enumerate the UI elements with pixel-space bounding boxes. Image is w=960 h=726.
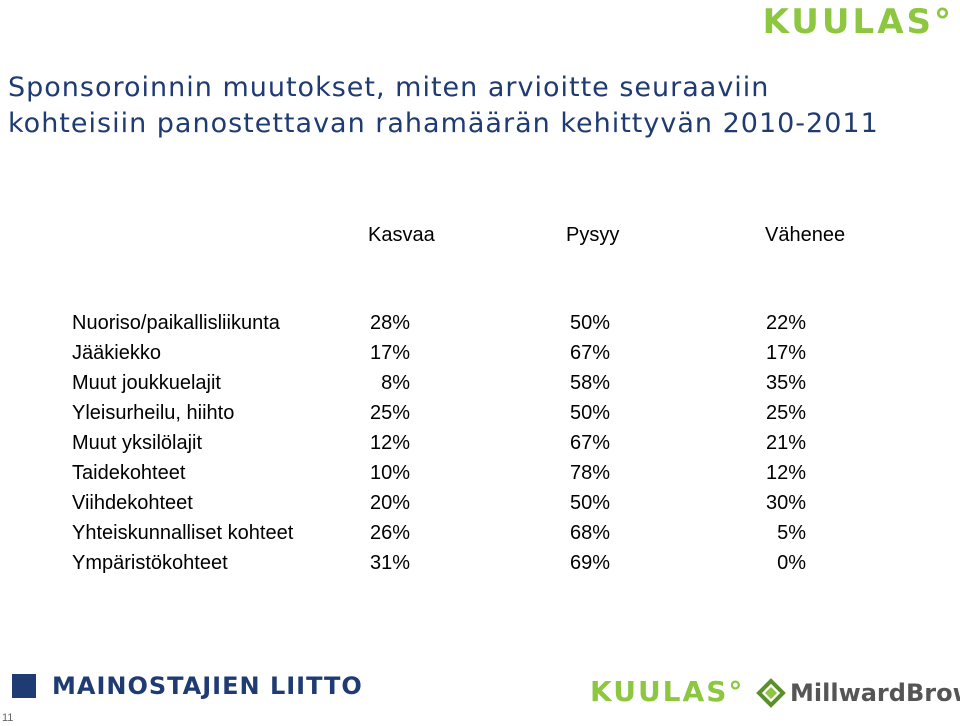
- table-row: Taidekohteet 10% 78% 12%: [70, 462, 870, 492]
- title-line-1: Sponsoroinnin muutokset, miten arvioitte…: [8, 72, 770, 103]
- value-vahenee: 12%: [765, 462, 806, 484]
- row-label: Muut joukkuelajit: [72, 372, 221, 394]
- value-kasvaa: 8%: [381, 372, 410, 394]
- kuulas-logo-top: KUULAS°: [762, 2, 954, 42]
- row-label: Ympäristökohteet: [72, 552, 228, 574]
- table-row: Yhteiskunnalliset kohteet 26% 68% 5%: [70, 522, 870, 552]
- value-kasvaa: 17%: [369, 342, 410, 364]
- value-pysyy: 58%: [569, 372, 610, 394]
- slide-title: Sponsoroinnin muutokset, miten arvioitte…: [8, 70, 879, 142]
- square-icon: [12, 674, 36, 698]
- table-row: Muut yksilölajit 12% 67% 21%: [70, 432, 870, 462]
- millwardbrown-text: MillwardBrown: [790, 679, 960, 707]
- table-row: Yleisurheilu, hiihto 25% 50% 25%: [70, 402, 870, 432]
- page-number: 11: [2, 712, 14, 724]
- row-label: Nuoriso/paikallisliikunta: [72, 312, 280, 334]
- table-row: Jääkiekko 17% 67% 17%: [70, 342, 870, 372]
- value-pysyy: 50%: [569, 492, 610, 514]
- row-label: Taidekohteet: [72, 462, 186, 484]
- value-vahenee: 35%: [765, 372, 806, 394]
- value-kasvaa: 25%: [369, 402, 410, 424]
- value-vahenee: 5%: [777, 522, 806, 544]
- value-vahenee: 21%: [765, 432, 806, 454]
- table-header-row: Kasvaa Pysyy Vähenee: [70, 224, 870, 254]
- millwardbrown-logo: MillwardBrown: [756, 678, 960, 708]
- table-row: Muut joukkuelajit 8% 58% 35%: [70, 372, 870, 402]
- value-pysyy: 50%: [569, 402, 610, 424]
- value-vahenee: 0%: [777, 552, 806, 574]
- value-pysyy: 67%: [569, 342, 610, 364]
- value-kasvaa: 26%: [369, 522, 410, 544]
- value-pysyy: 68%: [569, 522, 610, 544]
- row-label: Viihdekohteet: [72, 492, 193, 514]
- kuulas-logo-bottom: KUULAS°: [590, 675, 745, 708]
- mainostajien-liitto-text: MAINOSTAJIEN LIITTO: [52, 672, 363, 700]
- millwardbrown-icon: [756, 678, 786, 708]
- row-label: Yleisurheilu, hiihto: [72, 402, 235, 424]
- header-pysyy: Pysyy: [566, 224, 620, 246]
- header-kasvaa: Kasvaa: [368, 224, 435, 246]
- value-pysyy: 50%: [569, 312, 610, 334]
- value-vahenee: 22%: [765, 312, 806, 334]
- value-vahenee: 30%: [765, 492, 806, 514]
- row-label: Jääkiekko: [72, 342, 161, 364]
- table-row: Nuoriso/paikallisliikunta 28% 50% 22%: [70, 312, 870, 342]
- value-vahenee: 25%: [765, 402, 806, 424]
- row-label: Muut yksilölajit: [72, 432, 203, 454]
- value-kasvaa: 20%: [369, 492, 410, 514]
- table-row: Ympäristökohteet 31% 69% 0%: [70, 552, 870, 582]
- value-vahenee: 17%: [765, 342, 806, 364]
- value-kasvaa: 12%: [369, 432, 410, 454]
- row-label: Yhteiskunnalliset kohteet: [72, 522, 294, 544]
- value-kasvaa: 31%: [369, 552, 410, 574]
- value-pysyy: 69%: [569, 552, 610, 574]
- mainostajien-liitto-logo: MAINOSTAJIEN LIITTO: [12, 672, 363, 700]
- header-vahenee: Vähenee: [765, 224, 846, 246]
- value-kasvaa: 28%: [369, 312, 410, 334]
- value-pysyy: 67%: [569, 432, 610, 454]
- value-pysyy: 78%: [569, 462, 610, 484]
- title-line-2: kohteisiin panostettavan rahamäärän kehi…: [8, 108, 879, 139]
- table-row: Viihdekohteet 20% 50% 30%: [70, 492, 870, 522]
- value-kasvaa: 10%: [369, 462, 410, 484]
